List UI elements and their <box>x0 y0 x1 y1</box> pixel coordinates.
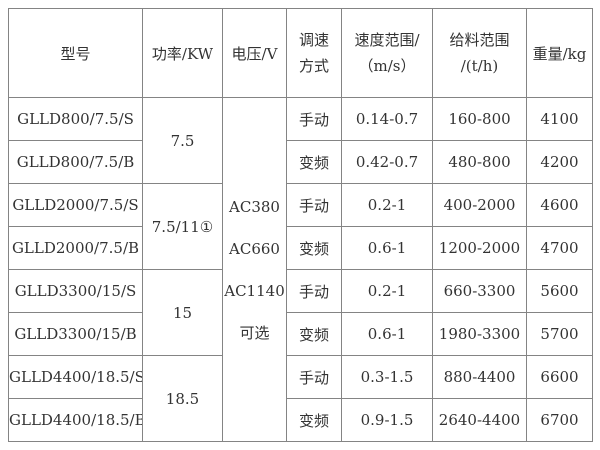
col-header-voltage: 电压/V <box>222 8 287 98</box>
feed-cell: 1980-3300 <box>432 312 527 356</box>
col-header-speed: 速度范围/ （m/s） <box>341 8 433 98</box>
model-cell: GLLD800/7.5/S <box>8 97 143 141</box>
weight-cell: 4200 <box>526 140 593 184</box>
col-header-speed-line2: （m/s） <box>358 57 416 75</box>
feed-cell: 880-4400 <box>432 355 527 399</box>
table-row: GLLD3300/15/S 15 手动 0.2-1 660-3300 5600 <box>8 269 593 356</box>
mode-cell: 手动 <box>286 183 342 227</box>
table-row: GLLD3300/15/B 变频 0.6-1 1980-3300 5700 <box>8 312 593 356</box>
feed-cell: 160-800 <box>432 97 527 141</box>
col-header-feed-line2: /(t/h) <box>460 57 499 75</box>
table-row: GLLD2000/7.5/S 7.5/11① 手动 0.2-1 400-2000… <box>8 183 593 270</box>
col-header-feed: 给料范围 /(t/h) <box>432 8 527 98</box>
table-row: GLLD4400/18.5/S 18.5 手动 0.3-1.5 880-4400… <box>8 355 593 442</box>
mode-cell: 手动 <box>286 269 342 313</box>
speed-cell: 0.6-1 <box>341 226 433 270</box>
mode-cell: 变频 <box>286 398 342 442</box>
weight-cell: 4700 <box>526 226 593 270</box>
weight-cell: 5600 <box>526 269 593 313</box>
model-cell: GLLD3300/15/S <box>8 269 143 313</box>
speed-cell: 0.6-1 <box>341 312 433 356</box>
power-cell: 15 <box>142 269 223 356</box>
weight-cell: 5700 <box>526 312 593 356</box>
voltage-line4: 可选 <box>239 323 270 342</box>
power-cell: 7.5 <box>142 97 223 184</box>
feed-cell: 2640-4400 <box>432 398 527 442</box>
weight-cell: 4600 <box>526 183 593 227</box>
model-cell: GLLD3300/15/B <box>8 312 143 356</box>
model-cell: GLLD4400/18.5/B <box>8 398 143 442</box>
mode-cell: 手动 <box>286 97 342 141</box>
model-cell: GLLD2000/7.5/S <box>8 183 143 227</box>
feed-cell: 660-3300 <box>432 269 527 313</box>
mode-cell: 变频 <box>286 140 342 184</box>
weight-cell: 6700 <box>526 398 593 442</box>
power-cell: 7.5/11① <box>142 183 223 270</box>
table-row: GLLD4400/18.5/B 变频 0.9-1.5 2640-4400 670… <box>8 398 593 442</box>
header-row: 型号 功率/KW 电压/V 调速 方式 速度范围/ （m/s） 给料范围 /(t… <box>8 8 593 98</box>
weight-cell: 6600 <box>526 355 593 399</box>
col-header-model: 型号 <box>8 8 143 98</box>
feed-cell: 400-2000 <box>432 183 527 227</box>
speed-cell: 0.2-1 <box>341 269 433 313</box>
col-header-power: 功率/KW <box>142 8 223 98</box>
speed-cell: 0.42-0.7 <box>341 140 433 184</box>
col-header-feed-line1: 给料范围 <box>449 31 510 49</box>
model-cell: GLLD800/7.5/B <box>8 140 143 184</box>
table-row: GLLD800/7.5/B 变频 0.42-0.7 480-800 4200 <box>8 140 593 184</box>
col-header-mode: 调速 方式 <box>286 8 342 98</box>
col-header-mode-line1: 调速 <box>298 31 329 49</box>
speed-cell: 0.9-1.5 <box>341 398 433 442</box>
speed-cell: 0.2-1 <box>341 183 433 227</box>
voltage-line2: AC660 <box>229 239 280 258</box>
mode-cell: 变频 <box>286 312 342 356</box>
spec-table: 型号 功率/KW 电压/V 调速 方式 速度范围/ （m/s） 给料范围 /(t… <box>8 8 593 442</box>
speed-cell: 0.14-0.7 <box>341 97 433 141</box>
speed-cell: 0.3-1.5 <box>341 355 433 399</box>
voltage-cell: AC380 AC660 AC1140 可选 <box>222 97 287 442</box>
voltage-line1: AC380 <box>229 197 280 216</box>
weight-cell: 4100 <box>526 97 593 141</box>
table-row: GLLD2000/7.5/B 变频 0.6-1 1200-2000 4700 <box>8 226 593 270</box>
mode-cell: 变频 <box>286 226 342 270</box>
col-header-weight: 重量/kg <box>526 8 593 98</box>
table-row: GLLD800/7.5/S 7.5 AC380 AC660 AC1140 可选 … <box>8 97 593 442</box>
model-cell: GLLD4400/18.5/S <box>8 355 143 399</box>
voltage-line3: AC1140 <box>224 281 285 300</box>
power-cell: 18.5 <box>142 355 223 442</box>
mode-cell: 手动 <box>286 355 342 399</box>
col-header-mode-line2: 方式 <box>298 57 329 75</box>
model-cell: GLLD2000/7.5/B <box>8 226 143 270</box>
feed-cell: 1200-2000 <box>432 226 527 270</box>
col-header-speed-line1: 速度范围/ <box>354 31 420 49</box>
feed-cell: 480-800 <box>432 140 527 184</box>
